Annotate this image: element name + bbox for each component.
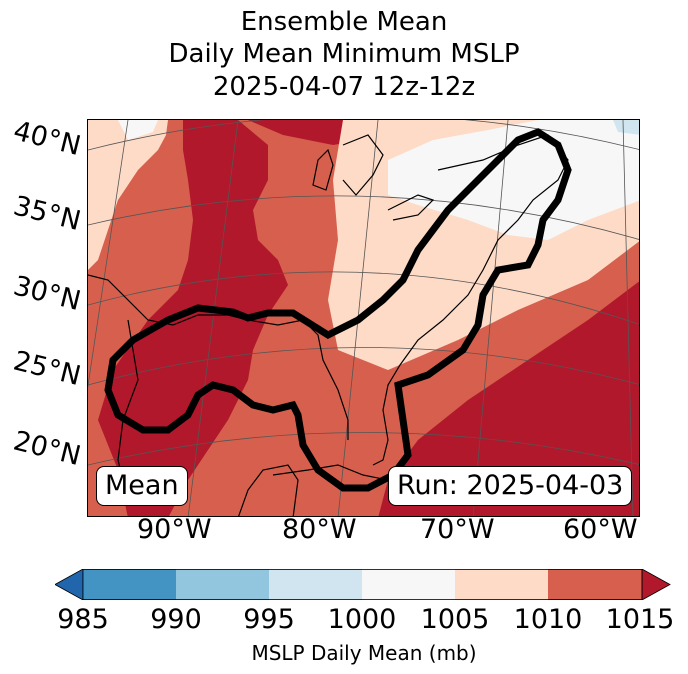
- colorbar-tick-995: 995: [243, 604, 295, 635]
- colorbar-label: MSLP Daily Mean (mb): [251, 641, 477, 665]
- lat-label-35n: 35°N: [10, 190, 84, 238]
- colorbar-band-1005-1010: [455, 569, 548, 600]
- colorbar-tick-1005: 1005: [420, 604, 490, 635]
- field-over-1015-southeast: [378, 281, 639, 516]
- run-date-label-box: Run: 2025-04-03: [388, 466, 633, 506]
- colorbar-over-arrow: [641, 569, 671, 600]
- mslp-map: [88, 120, 639, 516]
- lat-label-30n: 30°N: [10, 270, 84, 318]
- map-panel: [87, 119, 640, 517]
- lon-label-70w: 70°W: [420, 514, 495, 545]
- lon-label-80w: 80°W: [282, 514, 357, 545]
- colorbar-under-arrow: [55, 569, 84, 600]
- colorbar: [55, 569, 671, 600]
- colorbar-band-995-1000: [269, 569, 362, 600]
- field-over-1015-central: [98, 120, 288, 516]
- colorbar-band-1010-1015: [548, 569, 642, 600]
- colorbar-tick-1015: 1015: [605, 604, 675, 635]
- lat-label-25n: 25°N: [10, 345, 84, 393]
- colorbar-tick-1000: 1000: [327, 604, 397, 635]
- colorbar-band-985-990: [83, 569, 176, 600]
- field-1005-1010-west: [88, 120, 168, 270]
- colorbar-tick-985: 985: [57, 604, 109, 635]
- lon-label-60w: 60°W: [563, 514, 638, 545]
- title-line-1: Ensemble Mean: [240, 7, 448, 37]
- field-1000-1005-west: [118, 120, 158, 140]
- lat-label-40n: 40°N: [10, 115, 84, 163]
- title-line-3: 2025-04-07 12z-12z: [212, 72, 476, 102]
- title-line-2: Daily Mean Minimum MSLP: [168, 39, 520, 69]
- mean-label-box: Mean: [96, 466, 188, 506]
- field-over-1015-north: [248, 120, 368, 145]
- colorbar-outline: [82, 569, 643, 600]
- lon-label-90w: 90°W: [137, 514, 212, 545]
- colorbar-band-990-995: [176, 569, 269, 600]
- colorbar-tick-1010: 1010: [513, 604, 583, 635]
- colorbar-band-1000-1005: [362, 569, 455, 600]
- colorbar-tick-990: 990: [150, 604, 202, 635]
- lat-label-20n: 20°N: [10, 425, 84, 473]
- field-995-1000-northeast: [613, 120, 639, 135]
